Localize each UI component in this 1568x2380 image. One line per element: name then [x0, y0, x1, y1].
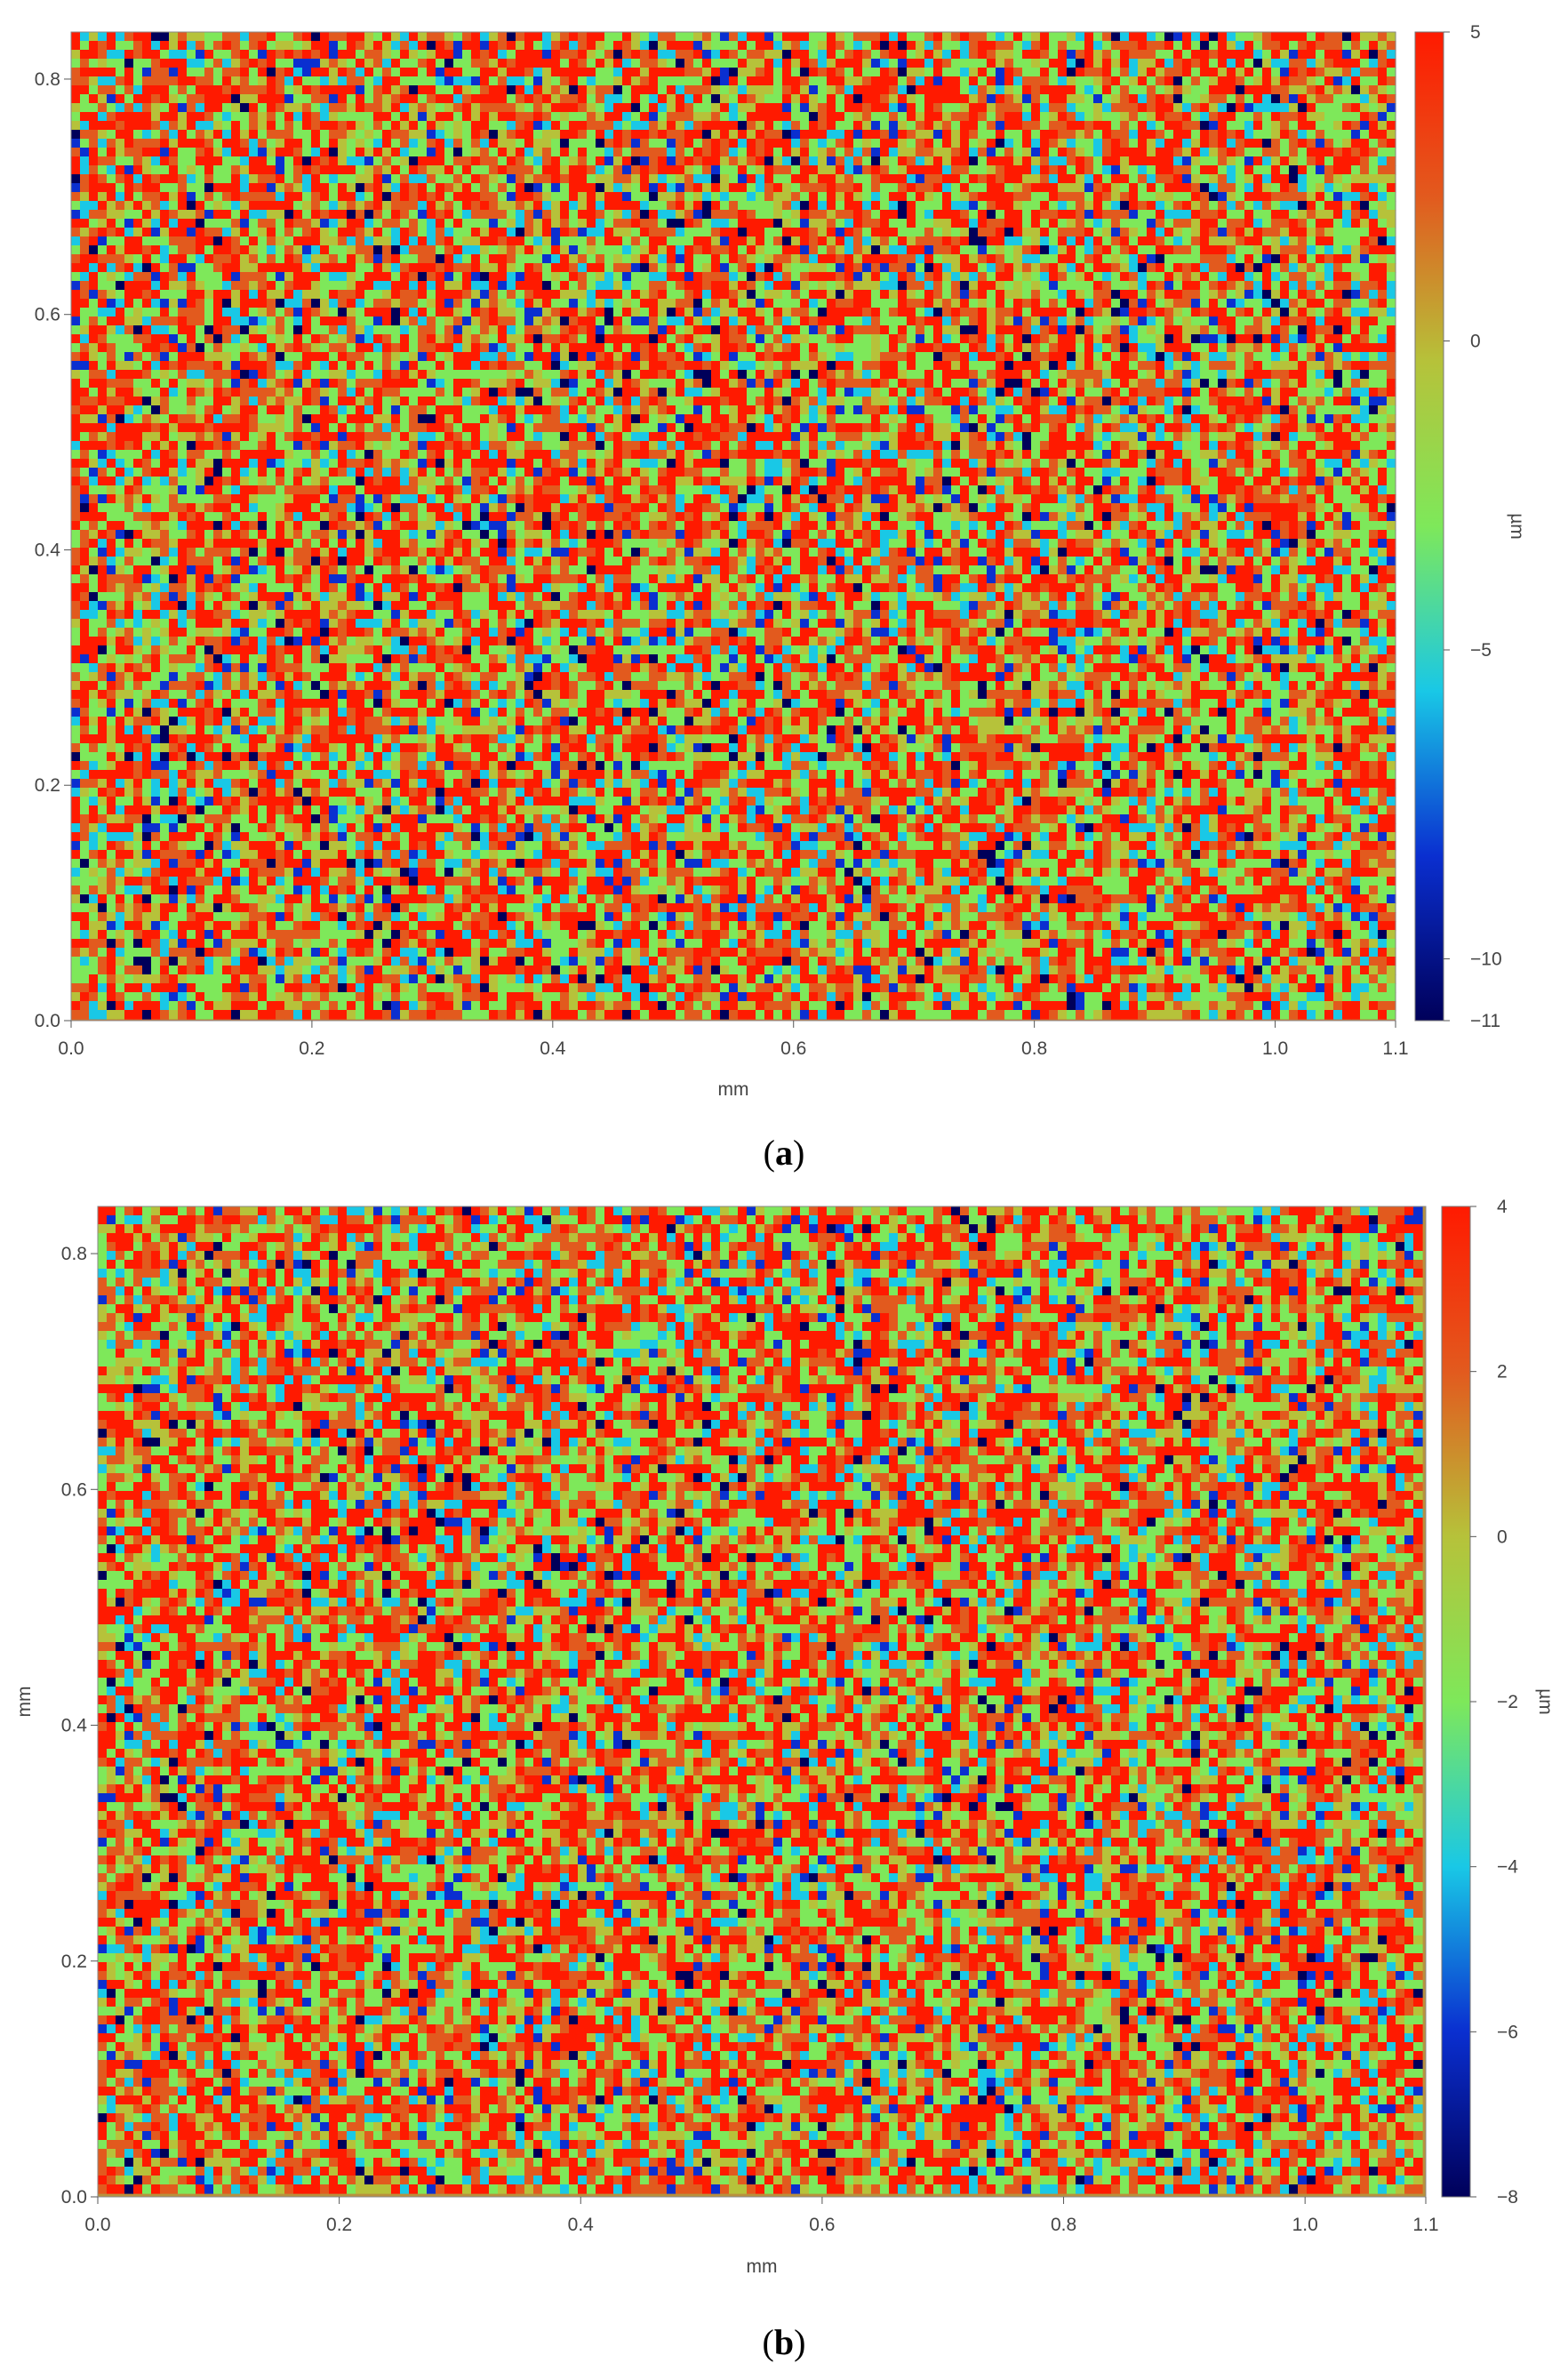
x-tick-label: 0.6 — [780, 1038, 806, 1059]
colorbar-b — [1441, 1206, 1471, 2198]
x-tick-label: 0.6 — [809, 2215, 835, 2235]
y-tick-label: 0.6 — [61, 1479, 87, 1500]
y-axis-label-b: mm — [14, 1687, 35, 1718]
colorbar-tick-label: −11 — [1470, 1011, 1500, 1031]
panel-letter-a: a — [775, 1133, 793, 1173]
chart-panel-b: 0.0 0.2 0.4 0.6 0.8 1.0 1.1 0.0 0.2 0.4 0.6 0.8 mm… — [0, 1182, 1568, 2380]
y-tick-label: 0.6 — [35, 305, 60, 325]
y-tick-label: 0.2 — [61, 1951, 87, 1972]
y-tick-label: 0.2 — [35, 775, 60, 796]
colorbar-tick-label: 2 — [1497, 1362, 1508, 1382]
x-tick-label: 1.1 — [1412, 2215, 1438, 2235]
x-tick-label: 0.2 — [326, 2215, 352, 2235]
x-axis-ticks-b: 0.0 0.2 0.4 0.6 0.8 1.0 1.1 — [84, 2197, 1439, 2235]
x-tick-label: 1.1 — [1382, 1038, 1408, 1059]
colorbar-tick-label: −6 — [1497, 2022, 1518, 2042]
plot-frame-a — [70, 31, 1396, 1022]
plot-frame-b — [97, 1206, 1427, 2198]
colorbar-tick-label: −5 — [1470, 640, 1492, 661]
y-tick-label: 0.0 — [35, 1011, 60, 1031]
y-tick-label: 0.0 — [61, 2187, 87, 2208]
chart-panel-a: 0.0 0.2 0.4 0.6 0.8 1.0 1.1 0.0 0.2 0.4 0.6 0.8 mm… — [0, 0, 1568, 1182]
heatmap-b-cells — [98, 1206, 1423, 2194]
panel-caption-b: (b) — [763, 2322, 806, 2362]
colorbar-tick-label: 0 — [1470, 332, 1481, 352]
colorbar-a — [1414, 31, 1444, 1022]
x-tick-label: 0.4 — [568, 2215, 595, 2235]
y-tick-label: 0.8 — [35, 69, 60, 90]
colorbar-label-a: µm — [1507, 513, 1527, 540]
colorbar-ticks-a: 5 0 −5 −10 −11 — [1444, 22, 1502, 1031]
colorbar-tick-label: −8 — [1497, 2187, 1518, 2208]
x-tick-label: 0.0 — [58, 1038, 84, 1059]
heatmap-a-cells — [71, 32, 1396, 1020]
panel-caption-a: (a) — [764, 1133, 805, 1173]
x-tick-label: 0.0 — [84, 2215, 110, 2235]
y-tick-label: 0.8 — [61, 1244, 87, 1264]
x-axis-ticks-a: 0.0 0.2 0.4 0.6 0.8 1.0 1.1 — [58, 1021, 1409, 1059]
y-axis-ticks-b: 0.0 0.2 0.4 0.6 0.8 — [61, 1244, 98, 2208]
x-tick-label: 0.2 — [299, 1038, 324, 1059]
x-tick-label: 1.0 — [1262, 1038, 1288, 1059]
x-axis-label-a: mm — [718, 1079, 749, 1100]
colorbar-tick-label: −4 — [1497, 1857, 1518, 1878]
y-axis-ticks-a: 0.0 0.2 0.4 0.6 0.8 — [35, 69, 71, 1031]
x-tick-label: 0.8 — [1051, 2215, 1076, 2235]
x-tick-label: 1.0 — [1292, 2215, 1318, 2235]
colorbar-tick-label: −10 — [1470, 950, 1502, 970]
chart-a-svg: 0.0 0.2 0.4 0.6 0.8 1.0 1.1 0.0 0.2 0.4 0.6 0.8 mm… — [35, 22, 1527, 1173]
colorbar-tick-label: 5 — [1470, 22, 1481, 43]
panel-letter-b: b — [774, 2322, 794, 2362]
colorbar-tick-label: 0 — [1497, 1527, 1508, 1547]
colorbar-tick-label: −2 — [1497, 1692, 1518, 1712]
chart-b-svg: 0.0 0.2 0.4 0.6 0.8 1.0 1.1 0.0 0.2 0.4 0.6 0.8 mm… — [14, 1197, 1556, 2362]
x-axis-label-b: mm — [747, 2256, 778, 2277]
colorbar-ticks-b: 4 2 0 −2 −4 −6 −8 — [1470, 1197, 1518, 2208]
y-tick-label: 0.4 — [61, 1716, 88, 1736]
x-tick-label: 0.8 — [1021, 1038, 1047, 1059]
x-tick-label: 0.4 — [540, 1038, 566, 1059]
y-tick-label: 0.4 — [35, 540, 61, 560]
colorbar-tick-label: 4 — [1497, 1197, 1508, 1217]
colorbar-label-b: µm — [1535, 1688, 1556, 1715]
